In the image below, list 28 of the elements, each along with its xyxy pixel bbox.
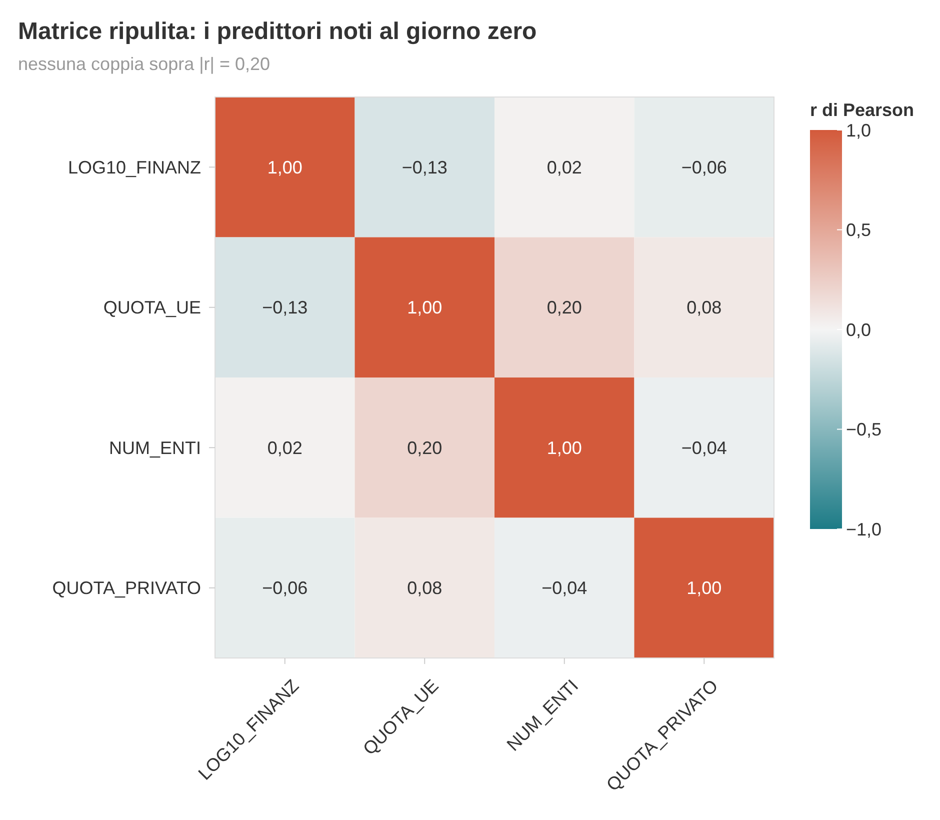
y-tick-label: QUOTA_UE: [103, 298, 201, 318]
data-label: 1,00: [546, 438, 582, 458]
data-label: 0,08: [686, 298, 722, 318]
data-label: 1,00: [267, 157, 302, 178]
data-label: −0,04: [542, 578, 588, 598]
chart-title: Matrice ripulita: i predittori noti al giorno zero: [18, 18, 537, 45]
color-bar-label: −0,5: [846, 420, 882, 440]
y-tick-label: NUM_ENTI: [108, 438, 201, 458]
data-label: −0,13: [402, 157, 448, 178]
y-tick-label: LOG10_FINANZ: [68, 157, 201, 178]
data-label: −0,13: [262, 298, 308, 318]
data-label: 0,20: [407, 438, 442, 458]
legend-title: r di Pearson: [810, 100, 914, 120]
y-tick-label: QUOTA_PRIVATO: [52, 578, 201, 598]
data-label: 1,00: [686, 578, 722, 598]
data-label: 0,08: [407, 578, 442, 598]
chart-subtitle: nessuna coppia sopra |r| = 0,20: [18, 54, 270, 74]
data-label: 0,02: [267, 438, 302, 458]
data-label: 1,00: [407, 298, 442, 318]
color-bar-label: 1,0: [846, 120, 872, 140]
color-bar-label: −1,0: [846, 519, 882, 540]
data-label: −0,04: [681, 438, 727, 458]
data-label: 0,20: [546, 298, 582, 318]
color-bar-label: 0,5: [846, 220, 872, 240]
data-label: −0,06: [681, 157, 727, 178]
data-label: 0,02: [546, 157, 582, 178]
color-bar-label: 0,0: [846, 320, 872, 340]
data-label: −0,06: [262, 578, 308, 598]
